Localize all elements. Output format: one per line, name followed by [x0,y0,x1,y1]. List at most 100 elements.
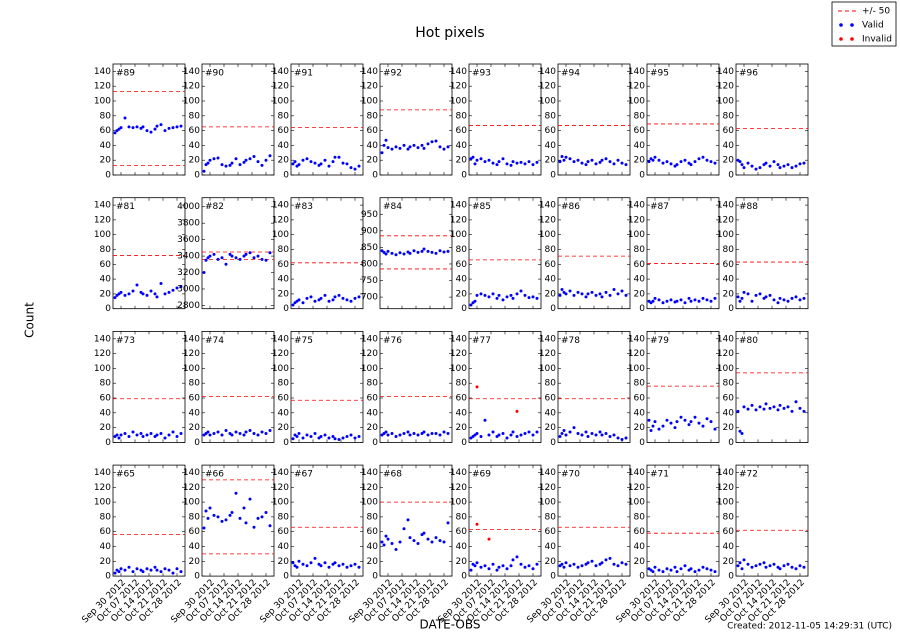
valid-point [145,293,149,297]
valid-point [487,158,491,162]
y-tick-label: 800 [361,259,378,269]
valid-point [268,154,272,158]
valid-point [511,160,515,164]
valid-point [309,561,313,565]
valid-point [220,433,224,437]
y-tick-label: 60 [545,260,557,270]
valid-point [301,562,305,566]
valid-point [179,432,183,436]
valid-point [244,158,248,162]
y-tick-label: 40 [545,408,557,418]
valid-point [608,160,612,164]
valid-point [473,162,477,166]
valid-point [473,564,477,568]
valid-point [167,290,171,294]
valid-point [786,405,790,409]
valid-point [382,143,386,147]
valid-point [238,163,242,167]
y-tick-label: 0 [372,171,378,181]
valid-point [758,405,762,409]
valid-point [772,562,776,566]
panel-label: #81 [116,202,135,212]
valid-point [501,432,505,436]
valid-point [491,562,495,566]
y-tick-label: 140 [94,67,111,77]
valid-point [669,298,673,302]
y-tick-label: 100 [94,230,111,240]
panel-label: #65 [116,470,135,480]
valid-point [778,567,782,571]
y-tick-label: 40 [278,542,290,552]
valid-point [426,537,430,541]
y-tick-label: 40 [100,408,112,418]
valid-point [353,436,357,440]
y-tick-label: 0 [283,304,289,314]
y-tick-label: 0 [105,304,111,314]
y-tick-label: 100 [717,498,734,508]
valid-point [256,160,260,164]
y-tick-label: 100 [717,230,734,240]
valid-point [313,556,317,560]
y-tick-label: 100 [628,230,645,240]
panel-frame [201,464,275,577]
valid-point [558,434,562,438]
y-tick-label: 60 [545,527,557,537]
valid-point [479,434,483,438]
valid-point [675,570,679,574]
valid-point [159,282,163,286]
valid-point [149,130,153,134]
valid-point [495,568,499,572]
valid-point [705,158,709,162]
valid-point [754,564,758,568]
valid-point [123,116,127,120]
panel-label: #67 [294,470,313,480]
panel-frame [735,464,809,577]
valid-point [384,138,388,142]
y-tick-label: 60 [367,527,379,537]
valid-point [768,406,772,410]
valid-point [305,296,309,300]
valid-point [408,433,412,437]
valid-point [479,292,483,296]
valid-point [590,290,594,294]
valid-point [709,420,713,424]
valid-point [675,299,679,303]
panel-label: #77 [472,336,491,346]
valid-point [248,157,252,161]
valid-point [331,298,335,302]
valid-point [661,161,665,165]
valid-point [772,298,776,302]
y-tick-label: 80 [723,379,735,389]
valid-point [683,564,687,568]
valid-point [475,158,479,162]
valid-point [380,540,384,544]
y-tick-label: 120 [717,349,734,359]
y-tick-label: 120 [628,215,645,225]
valid-point [141,292,145,296]
valid-point [580,433,584,437]
valid-point [754,408,758,412]
y-tick-label: 0 [550,304,556,314]
valid-point [159,570,163,574]
y-tick-label: 80 [545,245,557,255]
valid-point [653,155,657,159]
valid-point [155,295,159,299]
y-tick-label: 120 [361,82,378,92]
valid-point [408,145,412,149]
y-tick-label: 60 [100,527,112,537]
y-tick-label: 140 [272,67,289,77]
valid-point [135,283,139,287]
valid-point [117,436,121,440]
valid-point [665,160,669,164]
valid-point [778,403,782,407]
valid-point [119,567,123,571]
y-tick-label: 20 [456,289,468,299]
y-tick-label: 100 [539,498,556,508]
valid-point [341,436,345,440]
valid-point [171,126,175,130]
valid-point [167,433,171,437]
valid-point [135,433,139,437]
valid-point [713,570,717,574]
y-tick-label: 60 [723,394,735,404]
valid-point [113,571,117,575]
